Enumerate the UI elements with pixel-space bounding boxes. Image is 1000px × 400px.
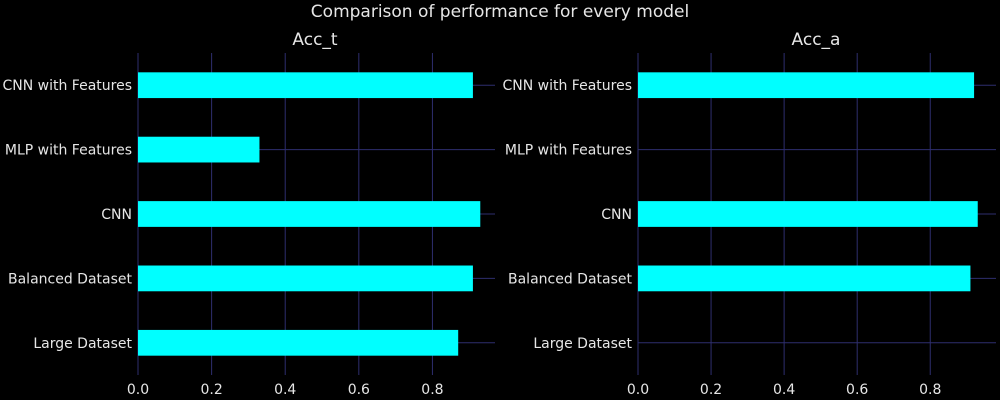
chart-title: Acc_t (292, 30, 338, 50)
x-tick-label: 0.4 (274, 382, 296, 398)
y-tick-label: CNN with Features (502, 78, 632, 94)
y-tick-label: Large Dataset (33, 336, 132, 352)
y-tick-label: Balanced Dataset (8, 271, 133, 287)
y-tick-label: Balanced Dataset (508, 271, 633, 287)
x-tick-label: 0.2 (200, 382, 222, 398)
chart-panel-acc-a: Large Dataset Balanced Dataset CNN MLP with… (502, 30, 996, 398)
bar (638, 265, 971, 292)
bar (138, 136, 260, 163)
chart-panel-acc-t: Large Dataset Balanced Dataset CNN MLP with… (2, 30, 495, 398)
bar (638, 201, 978, 227)
x-tick-label: 0.6 (348, 382, 370, 398)
bar (138, 329, 459, 356)
y-tick-label: MLP with Features (5, 143, 132, 159)
x-tick-label: 0.2 (700, 382, 722, 398)
y-tick-label: CNN with Features (2, 78, 132, 94)
chart-title: Acc_a (792, 30, 841, 50)
x-tick-label: 0.0 (127, 382, 149, 398)
x-tick-label: 0.0 (627, 382, 649, 398)
bar (138, 265, 473, 292)
y-tick-label: CNN (101, 207, 132, 223)
x-tick-label: 0.6 (846, 382, 868, 398)
figure-suptitle: Comparison of performance for every mode… (310, 2, 690, 22)
bar (638, 72, 975, 99)
bar (138, 72, 473, 99)
y-tick-label: CNN (601, 207, 632, 223)
bar (138, 201, 481, 227)
y-tick-label: MLP with Features (505, 143, 632, 159)
y-tick-label: Large Dataset (533, 336, 632, 352)
x-tick-label: 0.8 (421, 382, 443, 398)
x-tick-label: 0.8 (919, 382, 941, 398)
x-tick-label: 0.4 (773, 382, 795, 398)
